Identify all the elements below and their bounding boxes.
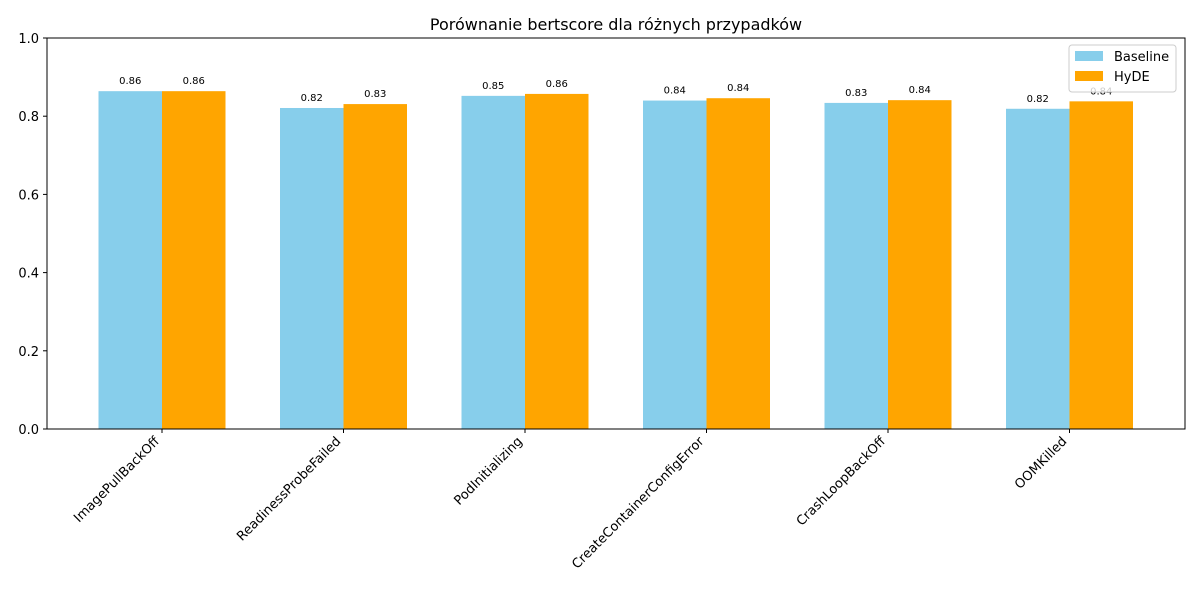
- x-tick-label-imagepullbackoff: ImagePullBackOff: [71, 433, 163, 525]
- data-label-hyde: 0.84: [909, 85, 931, 96]
- bar-baseline-podinitializing: [461, 95, 525, 430]
- x-tick-label-createcontainerconfigerror: CreateContainerConfigError: [569, 434, 707, 572]
- y-tick-label: 0.4: [18, 267, 39, 282]
- data-label-hyde: 0.86: [546, 79, 568, 90]
- x-tick-label-oomkilled: OOMKilled: [1012, 434, 1070, 492]
- bars-group: [98, 91, 1133, 430]
- y-tick-label: 0.6: [18, 188, 39, 203]
- data-label-baseline: 0.83: [845, 88, 867, 99]
- x-axis: ImagePullBackOff ReadinessProbeFailed PodI…: [71, 429, 1070, 572]
- plot-frame: [46, 37, 1186, 430]
- bar-baseline-oomkilled: [1006, 108, 1070, 430]
- data-label-baseline: 0.86: [119, 76, 141, 87]
- data-label-baseline: 0.82: [1027, 94, 1049, 105]
- x-tick-label-crashloopbackoff: CrashLoopBackOff: [794, 433, 890, 529]
- x-tick-label-readinessprobefailed: ReadinessProbeFailed: [234, 434, 344, 544]
- bar-hyde-readinessprobefailed: [343, 104, 407, 429]
- y-tick-label: 0.8: [18, 110, 39, 125]
- bar-hyde-createcontainerconfigerror: [706, 98, 770, 430]
- x-tick-label-podinitializing: PodInitializing: [452, 434, 526, 508]
- data-label-hyde: 0.84: [727, 83, 749, 94]
- bar-hyde-crashloopbackoff: [888, 100, 952, 429]
- bar-baseline-createcontainerconfigerror: [643, 100, 707, 429]
- y-tick-label: 1.0: [18, 32, 39, 47]
- legend: Baseline HyDE: [1068, 44, 1177, 93]
- legend-label-hyde: HyDE: [1114, 70, 1150, 85]
- bar-hyde-imagepullbackoff: [162, 91, 226, 430]
- legend-swatch-hyde: [1075, 71, 1103, 81]
- legend-swatch-baseline: [1075, 51, 1103, 61]
- y-tick-label: 0.2: [18, 345, 39, 360]
- data-label-hyde: 0.86: [183, 76, 205, 87]
- data-label-baseline: 0.84: [664, 86, 686, 97]
- legend-label-baseline: Baseline: [1114, 50, 1169, 65]
- data-label-baseline: 0.82: [301, 93, 323, 104]
- chart-title: Porównanie bertscore dla różnych przypad…: [430, 15, 802, 34]
- bar-baseline-readinessprobefailed: [280, 107, 344, 429]
- y-tick-label: 0.0: [18, 423, 39, 438]
- bar-baseline-crashloopbackoff: [824, 102, 888, 429]
- data-label-baseline: 0.85: [482, 81, 504, 92]
- bar-baseline-imagepullbackoff: [98, 91, 162, 430]
- data-labels-group: 0.86 0.82 0.85 0.84 0.83 0.82 0.86 0.83 0.86 0.84…: [119, 76, 1112, 105]
- y-axis: 0.0 0.2 0.4 0.6 0.8 1.0: [18, 32, 47, 438]
- bar-hyde-podinitializing: [525, 93, 589, 430]
- bar-hyde-oomkilled: [1069, 101, 1133, 429]
- data-label-hyde: 0.83: [364, 89, 386, 100]
